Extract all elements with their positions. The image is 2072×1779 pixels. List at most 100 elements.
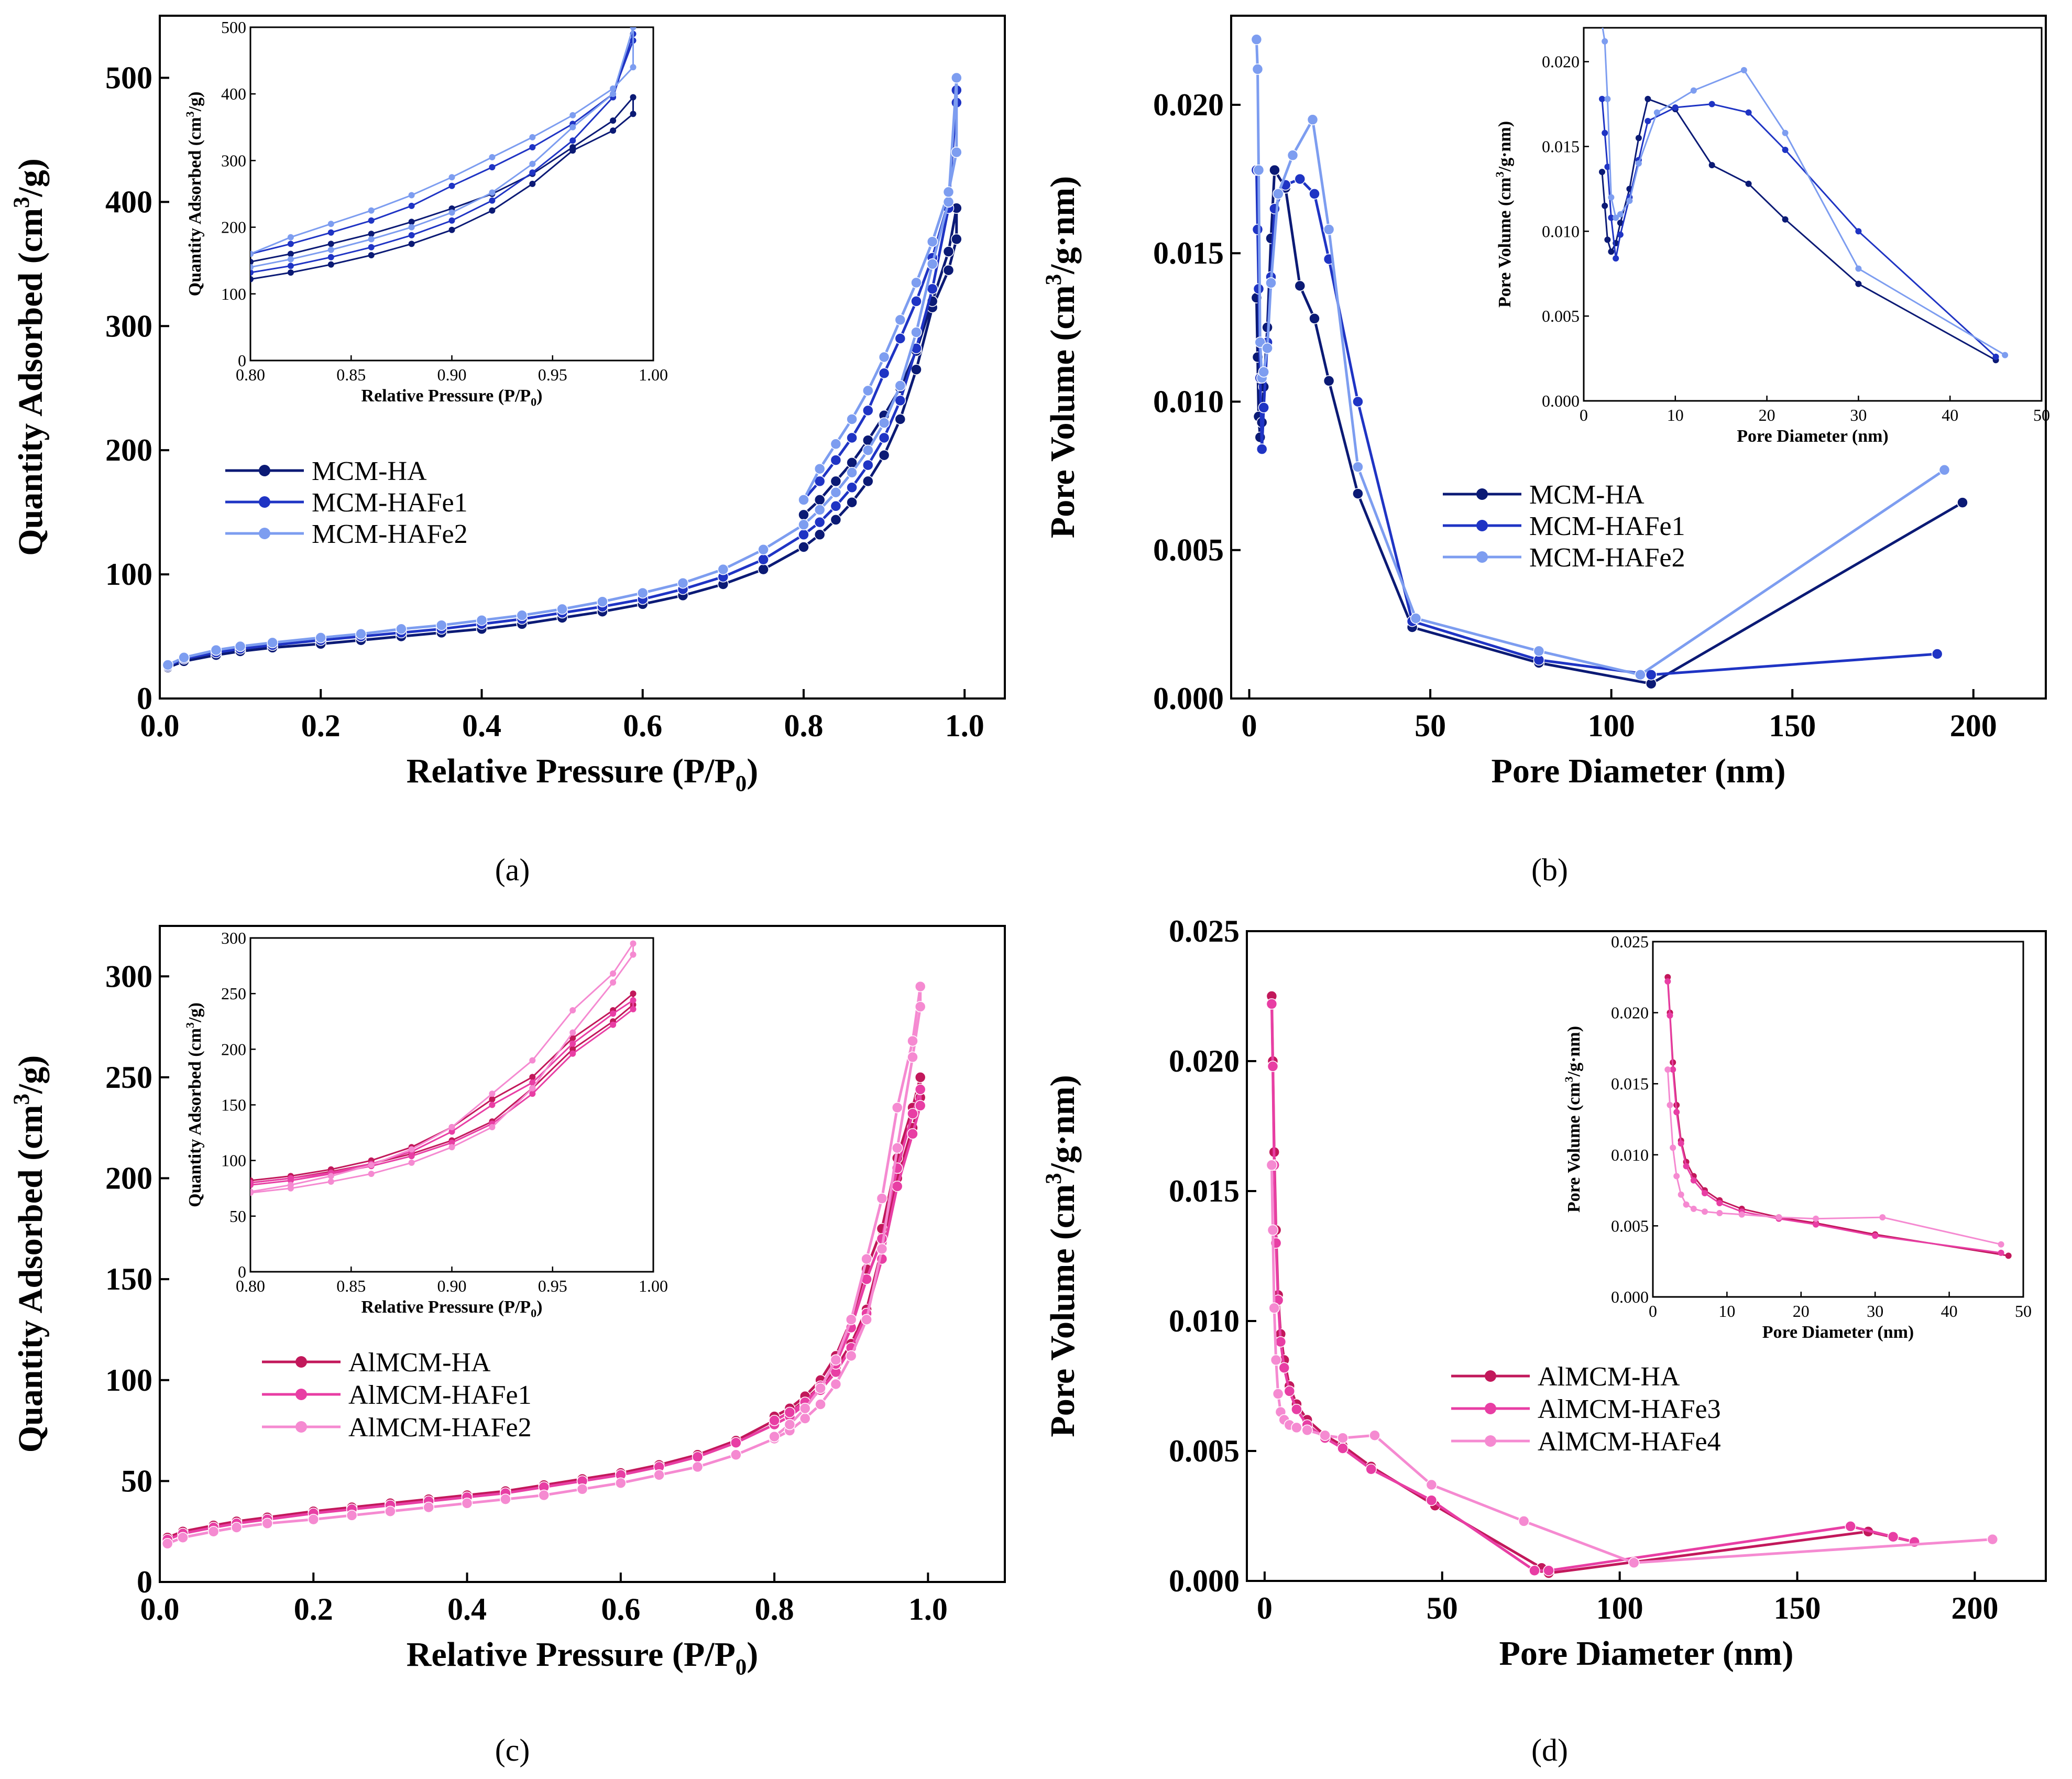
inset-data-point (630, 951, 637, 958)
legend-label: AlMCM-HAFe1 (348, 1380, 532, 1410)
y-tick-label: 150 (105, 1262, 152, 1296)
data-point (914, 1072, 926, 1083)
data-point (1258, 366, 1269, 378)
data-point (878, 417, 890, 429)
data-point (798, 541, 809, 553)
inset-data-point (1855, 228, 1862, 235)
data-point (346, 1510, 358, 1521)
inset-data-point (1670, 1144, 1676, 1151)
data-point (1267, 1061, 1279, 1072)
inset-data-point (1690, 87, 1697, 94)
x-tick-label: 150 (1769, 708, 1816, 743)
inset-data-point (1855, 265, 1862, 272)
data-point (1352, 461, 1364, 473)
inset-series-line-MCM-HAFe2 (250, 27, 634, 268)
data-point (207, 1525, 220, 1537)
inset: 0.80 0.85 0.90 0.95 1.00 0 100 200 300 400 500 Rela… (183, 18, 668, 409)
y-axis-label: Pore Volume (cm3​/g·nm) (1042, 1075, 1082, 1437)
data-point (830, 438, 842, 450)
inset-data-point (610, 979, 617, 986)
data-point (1628, 1557, 1640, 1569)
inset-y-tick-label: 500 (221, 18, 246, 37)
data-point (677, 577, 689, 589)
inset-data-point (1992, 353, 1999, 360)
y-tick-label: 0.010 (1153, 384, 1224, 419)
data-point (878, 449, 890, 461)
inset-x-tick-label: 0.95 (538, 1276, 567, 1295)
y-tick-label: 500 (105, 60, 152, 95)
inset-data-point (327, 246, 334, 253)
data-point (1543, 1565, 1554, 1576)
x-tick-label: 0.0 (140, 708, 180, 743)
legend-label: MCM-HAFe2 (1529, 543, 1685, 573)
inset-data-point (569, 1007, 576, 1013)
series-group (161, 980, 926, 1549)
inset-data-point (1775, 1214, 1782, 1221)
data-point (876, 1193, 888, 1204)
inset-data-point (250, 250, 254, 257)
x-tick-label: 0.4 (462, 708, 501, 743)
data-point (1268, 1302, 1280, 1314)
panel-label-b: (b) (1531, 853, 1568, 887)
inset-y-axis-label: Quantity Adsorbed (cm3​/g) (183, 1002, 205, 1207)
data-point (615, 1477, 627, 1489)
inset-data-point (1716, 1200, 1723, 1206)
inset-y-tick-label: 0.010 (1611, 1145, 1649, 1164)
data-point (597, 596, 608, 607)
inset-data-point (448, 1128, 455, 1135)
x-tick-label: 0.8 (755, 1592, 794, 1627)
legend-label: AlMCM-HAFe4 (1538, 1427, 1721, 1457)
inset-data-point (408, 241, 415, 247)
data-point (758, 563, 769, 575)
y-tick-label: 0.000 (1153, 681, 1224, 716)
data-point (177, 1532, 189, 1543)
panel-label-d: (d) (1531, 1733, 1568, 1767)
inset-data-point (1782, 216, 1789, 223)
inset-data-point (287, 256, 294, 263)
legend-label: MCM-HAFe2 (312, 519, 468, 549)
inset-data-point (408, 1146, 415, 1153)
inset-data-point (1690, 1177, 1697, 1184)
data-point (1426, 1494, 1438, 1506)
data-point (815, 1399, 826, 1410)
inset-data-point (1672, 104, 1679, 111)
data-point (1529, 1565, 1540, 1576)
legend-label: MCM-HA (1529, 480, 1645, 510)
inset-y-tick-label: 0.020 (1611, 1003, 1649, 1022)
inset-data-point (1879, 1214, 1886, 1221)
inset-data-point (448, 217, 455, 224)
data-point (1410, 613, 1422, 624)
series-group (1251, 34, 1968, 690)
inset-data-point (569, 1040, 576, 1047)
data-point (1987, 1533, 1999, 1545)
inset-series-line-AlMCM-HAFe2 (250, 941, 634, 1194)
inset-data-point (1670, 1066, 1676, 1073)
data-point (692, 1461, 704, 1473)
inset-x-tick-label: 40 (1942, 406, 1958, 424)
data-point (846, 496, 858, 508)
data-point (845, 1314, 857, 1325)
y-tick-label: 300 (105, 959, 152, 994)
inset-frame (249, 26, 654, 362)
y-tick-label: 100 (105, 1363, 152, 1398)
legend-marker (295, 1421, 307, 1433)
x-tick-label: 50 (1427, 1591, 1458, 1625)
data-point (1252, 224, 1264, 235)
data-point (556, 603, 568, 615)
x-axis-label: Relative Pressure (P/P0) (407, 752, 758, 796)
inset-data-point (448, 1144, 455, 1151)
data-point (830, 475, 842, 487)
data-point (500, 1493, 511, 1505)
inset-data-point (327, 221, 334, 227)
x-tick-label: 0.2 (294, 1592, 333, 1627)
inset-data-point (489, 164, 496, 171)
inset-y-tick-label: 100 (221, 285, 246, 303)
data-point (1352, 488, 1364, 499)
inset-y-tick-label: 200 (221, 1040, 246, 1058)
y-tick-label: 250 (105, 1060, 152, 1095)
inset-series-line-AlMCM-HAFe4 (1667, 1069, 2001, 1246)
inset-data-point (610, 970, 617, 977)
data-point (1301, 1424, 1313, 1436)
inset-data-point (489, 154, 496, 160)
data-point (862, 385, 874, 397)
